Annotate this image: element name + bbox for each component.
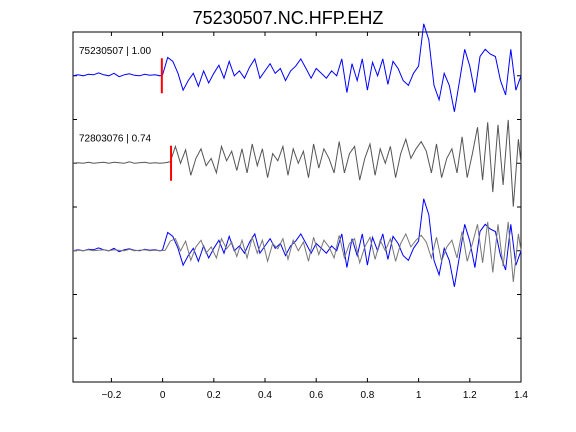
plot-frame: [72, 31, 522, 383]
x-tick-label: 0.8: [360, 390, 374, 401]
trace-label: 72803076 | 0.74: [79, 133, 152, 144]
waveform-traces: [72, 23, 522, 287]
waveform-trace-0: [72, 23, 522, 112]
x-tick-label: 0: [160, 390, 166, 401]
x-tick-label: −0.2: [102, 390, 122, 401]
x-tick-label: 0.2: [207, 390, 221, 401]
trace-labels: 75230507 | 1.00 72803076 | 0.74: [79, 46, 152, 145]
x-tick-label: 1.2: [463, 390, 477, 401]
waveform-trace-1: [72, 119, 522, 207]
waveform-trace-3: [72, 221, 522, 283]
waveform-trace-2: [72, 198, 522, 287]
trace-label: 75230507 | 1.00: [79, 46, 152, 57]
chart-title: 75230507.NC.HFP.EHZ: [193, 8, 384, 28]
x-tick-label: 1.4: [514, 390, 528, 401]
pick-markers: [160, 58, 173, 181]
x-axis-tick-labels: −0.2 0 0.2 0.4 0.6 0.8 1 1.2 1.4: [102, 390, 529, 401]
x-tick-label: 0.6: [309, 390, 323, 401]
x-tick-label: 0.4: [258, 390, 272, 401]
x-tick-label: 1: [416, 390, 422, 401]
axis-ticks: [73, 31, 522, 383]
